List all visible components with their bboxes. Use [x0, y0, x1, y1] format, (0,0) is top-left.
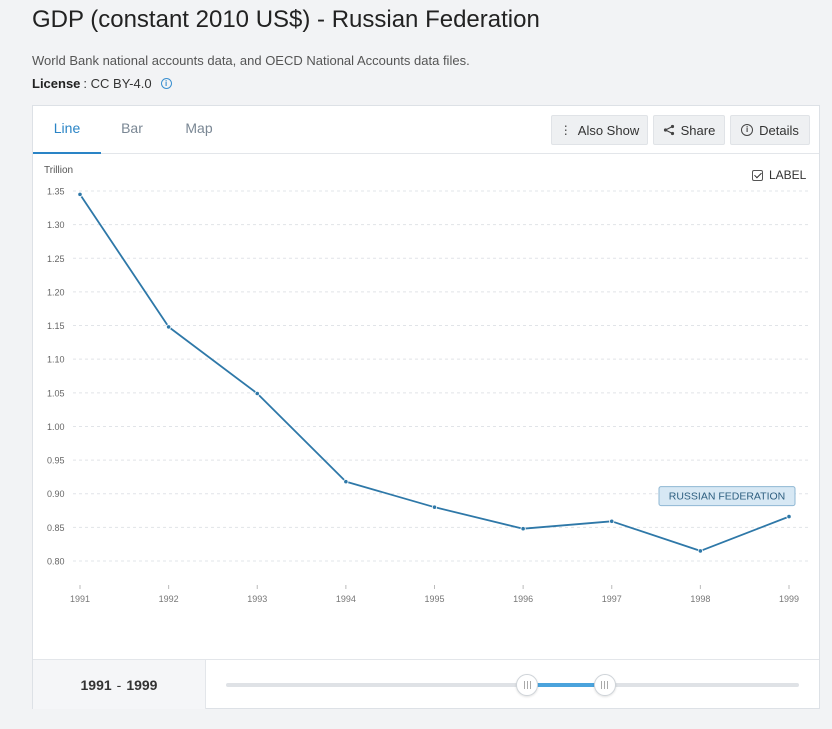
y-axis-unit-label: Trillion	[44, 165, 73, 176]
details-label: Details	[759, 122, 799, 138]
data-point	[786, 513, 792, 520]
info-icon[interactable]: i	[160, 78, 172, 89]
data-point	[609, 518, 615, 524]
share-icon	[663, 124, 674, 136]
slider-fill	[527, 683, 605, 687]
share-button[interactable]: Share	[653, 115, 725, 145]
more-vertical-icon: ⋮	[559, 123, 572, 137]
data-point	[77, 191, 83, 197]
series-label-box	[658, 486, 796, 507]
y-tick-label: 1.35	[47, 187, 65, 197]
y-tick-label: 0.95	[47, 456, 65, 466]
label-toggle[interactable]: LABEL	[752, 168, 806, 182]
range-end: 1999	[126, 676, 158, 693]
line-chart: Trillion 1.35 1.30 1.25 1.20 1.15 1.10 1.05 1.00…	[44, 165, 811, 604]
tab-bar: Line Bar Map ⋮ Also Show Share i Details	[33, 106, 819, 154]
y-tick-label: 1.15	[47, 321, 65, 331]
page-title: GDP (constant 2010 US$) - Russian Federa…	[32, 6, 540, 33]
x-tick-label: 1991	[70, 594, 90, 604]
x-tick-label: 1992	[159, 594, 179, 604]
y-tick-label: 1.20	[47, 287, 65, 297]
details-button[interactable]: i Details	[730, 115, 810, 145]
series-label: RUSSIAN FEDERATION	[669, 491, 785, 503]
range-start: 1991	[80, 676, 112, 693]
y-tick-label: 1.05	[47, 388, 65, 398]
data-point	[166, 324, 172, 330]
range-separator: -	[116, 676, 122, 693]
also-show-button[interactable]: ⋮ Also Show	[551, 115, 648, 145]
license: License : CC BY-4.0 i	[32, 76, 172, 91]
y-tick-label: 1.25	[47, 254, 65, 264]
data-point	[343, 479, 349, 485]
data-point	[697, 548, 703, 554]
y-tick-label: 1.10	[47, 355, 65, 365]
share-label: Share	[680, 122, 716, 138]
x-tick-label: 1993	[247, 594, 267, 604]
grip-icon	[523, 681, 531, 689]
y-tick-label: 0.80	[47, 557, 65, 567]
data-point	[431, 504, 438, 510]
tab-line[interactable]: Line	[33, 106, 101, 154]
x-tick-label: 1995	[424, 594, 444, 604]
slider-track[interactable]	[226, 683, 799, 687]
x-tick-label: 1999	[779, 594, 799, 604]
tab-bar-chart[interactable]: Bar	[121, 120, 143, 136]
data-point	[520, 526, 526, 532]
label-checkbox[interactable]	[752, 169, 763, 181]
grip-icon	[601, 681, 609, 689]
chart-card: Line Bar Map ⋮ Also Show Share i Details…	[32, 105, 820, 709]
x-tick-label: 1994	[336, 594, 356, 604]
range-footer: 1991 - 1999	[33, 659, 819, 709]
also-show-label: Also Show	[577, 122, 640, 138]
data-point	[254, 390, 260, 397]
y-tick-label: 1.30	[47, 220, 65, 230]
chart-area: Trillion 1.35 1.30 1.25 1.20 1.15 1.10 1.05 1.00…	[33, 155, 819, 660]
y-tick-label: 0.90	[47, 489, 65, 499]
label-toggle-text: LABEL	[769, 168, 807, 182]
slider-handle-start[interactable]	[516, 674, 539, 696]
range-display: 1991 - 1999	[33, 660, 206, 709]
x-tick-label: 1996	[513, 594, 533, 604]
license-label: License	[32, 76, 81, 91]
x-tick-label: 1998	[690, 594, 710, 604]
y-tick-label: 1.00	[47, 422, 65, 432]
x-tick-label: 1997	[602, 594, 622, 604]
slider-handle-end[interactable]	[593, 674, 616, 696]
info-circle-icon: i	[741, 124, 754, 136]
tab-map[interactable]: Map	[185, 120, 213, 136]
source-note: World Bank national accounts data, and O…	[32, 53, 470, 68]
y-tick-label: 0.85	[47, 523, 65, 533]
license-value: : CC BY-4.0	[83, 76, 152, 91]
